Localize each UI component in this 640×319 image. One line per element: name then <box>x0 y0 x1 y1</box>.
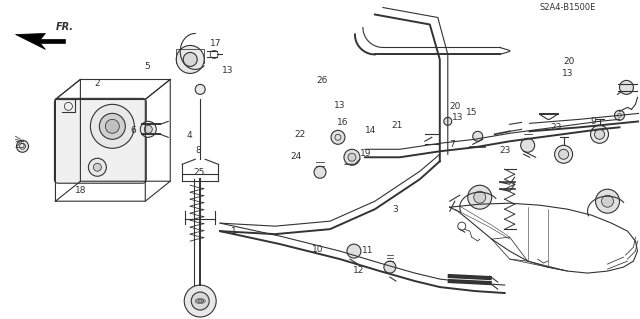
Circle shape <box>184 285 216 317</box>
Circle shape <box>521 138 534 152</box>
Text: 13: 13 <box>334 101 346 110</box>
Circle shape <box>384 261 396 273</box>
Circle shape <box>444 117 452 125</box>
Text: 10: 10 <box>312 245 324 254</box>
Circle shape <box>17 140 29 152</box>
Text: 24: 24 <box>290 152 301 161</box>
Circle shape <box>473 131 483 141</box>
Text: 22: 22 <box>294 130 305 139</box>
Circle shape <box>99 113 125 139</box>
Text: 25: 25 <box>14 141 26 150</box>
Circle shape <box>474 191 486 203</box>
Text: 8: 8 <box>196 146 202 155</box>
Circle shape <box>144 125 152 133</box>
Text: 16: 16 <box>337 118 349 127</box>
Circle shape <box>591 125 609 143</box>
Text: 6: 6 <box>131 126 136 135</box>
Text: 18: 18 <box>75 186 86 195</box>
Circle shape <box>595 129 605 139</box>
Text: 13: 13 <box>221 66 233 75</box>
Polygon shape <box>15 33 65 49</box>
Text: 3: 3 <box>392 204 398 214</box>
Text: 7: 7 <box>449 140 454 149</box>
Text: 15: 15 <box>467 108 478 117</box>
Circle shape <box>314 166 326 178</box>
Circle shape <box>176 45 204 73</box>
Circle shape <box>140 121 156 137</box>
Circle shape <box>602 195 614 207</box>
Text: 20: 20 <box>563 57 575 66</box>
Circle shape <box>331 130 345 144</box>
Circle shape <box>90 104 134 148</box>
Circle shape <box>191 292 209 310</box>
Circle shape <box>559 149 568 159</box>
Text: 20: 20 <box>450 102 461 111</box>
Circle shape <box>555 145 573 163</box>
Text: 9: 9 <box>591 117 596 126</box>
Circle shape <box>183 52 197 66</box>
Text: 11: 11 <box>362 246 374 255</box>
Circle shape <box>468 185 492 209</box>
Text: 4: 4 <box>186 131 192 140</box>
Text: 12: 12 <box>353 266 364 275</box>
Text: 5: 5 <box>145 62 150 71</box>
Text: 13: 13 <box>562 69 573 78</box>
Circle shape <box>620 80 634 94</box>
Circle shape <box>348 153 356 161</box>
Text: 23: 23 <box>500 146 511 155</box>
FancyBboxPatch shape <box>54 98 147 183</box>
Text: 17: 17 <box>210 39 221 48</box>
Text: 21: 21 <box>391 121 403 130</box>
Text: 14: 14 <box>365 126 377 135</box>
Circle shape <box>106 119 119 133</box>
Text: 25: 25 <box>193 168 204 177</box>
Text: 1: 1 <box>231 227 237 236</box>
Text: S2A4-B1500E: S2A4-B1500E <box>540 3 596 11</box>
Text: FR.: FR. <box>56 22 74 33</box>
Text: 19: 19 <box>360 149 372 158</box>
Circle shape <box>347 244 361 258</box>
Circle shape <box>195 85 205 94</box>
Circle shape <box>88 158 106 176</box>
Circle shape <box>93 163 101 171</box>
Text: 2: 2 <box>95 79 100 88</box>
Text: 13: 13 <box>452 113 464 122</box>
Text: 23: 23 <box>550 123 562 132</box>
Circle shape <box>596 189 620 213</box>
Circle shape <box>614 110 625 120</box>
Circle shape <box>344 149 360 165</box>
Text: 26: 26 <box>316 76 328 85</box>
